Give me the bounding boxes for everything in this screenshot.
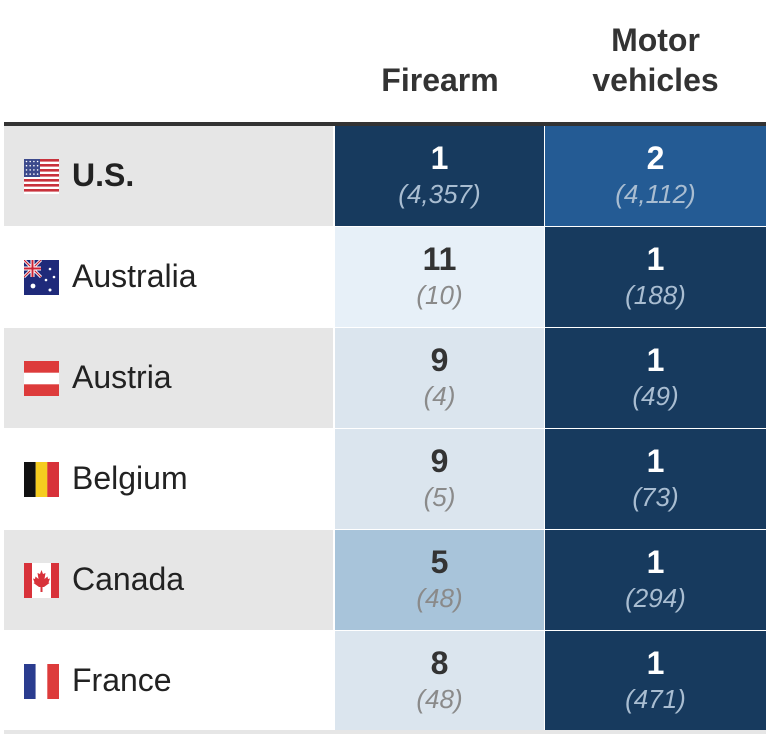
firearm-rank: 1	[430, 140, 449, 176]
firearm-cell: 5 (48)	[335, 530, 544, 630]
firearm-cell: 9 (5)	[335, 429, 544, 529]
motor-vehicles-rank: 1	[646, 443, 665, 479]
motor-vehicles-cell: 1 (471)	[545, 631, 766, 731]
firearm-cell: 8 (48)	[335, 631, 544, 731]
flag-belgium-icon	[24, 462, 59, 497]
motor-vehicles-deaths: (188)	[625, 280, 686, 310]
motor-vehicles-deaths: (471)	[625, 684, 686, 714]
firearm-deaths: (4)	[423, 381, 456, 411]
motor-vehicles-cell: 1 (294)	[545, 530, 766, 630]
table-row: U.S. 1 (4,357) 2 (4,112)	[4, 126, 766, 226]
column-header-firearm: Firearm	[381, 62, 499, 98]
column-header-motor-vehicles: Motor vehicles	[545, 20, 766, 100]
flag-australia-icon	[24, 260, 59, 295]
firearm-cell: 1 (4,357)	[335, 126, 544, 226]
column-header-motor-line-2: vehicles	[592, 62, 719, 98]
motor-vehicles-cell: 1 (73)	[545, 429, 766, 529]
country-cell: Austria	[4, 328, 333, 428]
motor-vehicles-rank: 1	[646, 544, 665, 580]
table-header: Firearm Motor vehicles	[0, 0, 766, 124]
firearm-cell: 11 (10)	[335, 227, 544, 327]
firearm-deaths: (4,357)	[398, 179, 481, 209]
table-row: Austria 9 (4) 1 (49)	[4, 328, 766, 428]
firearm-rank: 5	[430, 544, 449, 580]
country-cell: Australia	[4, 227, 333, 327]
flag-austria-icon	[24, 361, 59, 396]
country-name: Australia	[72, 258, 197, 294]
firearm-rank: 8	[430, 645, 449, 681]
country-name: U.S.	[72, 157, 135, 193]
next-row-edge	[4, 730, 766, 734]
motor-vehicles-deaths: (4,112)	[615, 179, 696, 209]
column-header-motor-line-1: Motor	[611, 22, 700, 58]
firearm-rank: 9	[430, 443, 449, 479]
motor-vehicles-deaths: (49)	[632, 381, 679, 411]
motor-vehicles-deaths: (73)	[632, 482, 679, 512]
country-name: Belgium	[72, 460, 188, 496]
motor-vehicles-deaths: (294)	[625, 583, 686, 613]
country-name: Austria	[72, 359, 172, 395]
firearm-rank: 11	[422, 241, 457, 277]
country-name: Canada	[72, 561, 185, 597]
firearm-deaths: (48)	[416, 583, 463, 613]
table-row: France 8 (48) 1 (471)	[4, 631, 766, 731]
firearm-deaths: (10)	[416, 280, 463, 310]
motor-vehicles-cell: 2 (4,112)	[545, 126, 766, 226]
flag-canada-icon	[24, 563, 59, 598]
flag-france-icon	[24, 664, 59, 699]
motor-vehicles-rank: 2	[646, 140, 665, 176]
table-row: Canada 5 (48) 1 (294)	[4, 530, 766, 630]
motor-vehicles-cell: 1 (188)	[545, 227, 766, 327]
country-cell: France	[4, 631, 333, 731]
motor-vehicles-cell: 1 (49)	[545, 328, 766, 428]
header-rule	[4, 122, 766, 126]
firearm-rank: 9	[430, 342, 449, 378]
motor-vehicles-rank: 1	[646, 241, 665, 277]
flag-us-icon	[24, 159, 59, 194]
country-cell: Belgium	[4, 429, 333, 529]
table-row: Australia 11 (10) 1 (188)	[4, 227, 766, 327]
country-cell: U.S.	[4, 126, 333, 226]
country-name: France	[72, 662, 172, 698]
country-cell: Canada	[4, 530, 333, 630]
table-row: Belgium 9 (5) 1 (73)	[4, 429, 766, 529]
firearm-deaths: (5)	[423, 482, 456, 512]
firearm-cell: 9 (4)	[335, 328, 544, 428]
motor-vehicles-rank: 1	[646, 342, 665, 378]
motor-vehicles-rank: 1	[646, 645, 665, 681]
firearm-deaths: (48)	[416, 684, 463, 714]
